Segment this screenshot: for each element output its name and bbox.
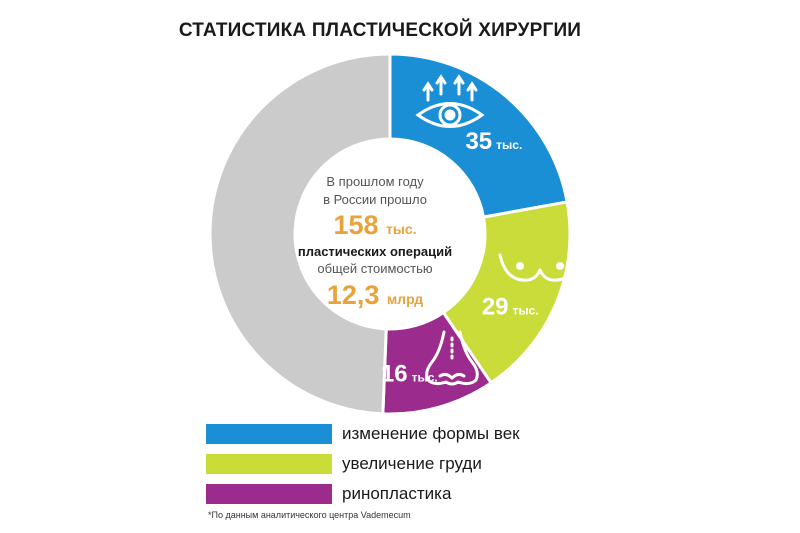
breast-icon [498, 253, 582, 282]
legend-label-eyelid: изменение формы век [342, 424, 520, 443]
center-total-value: 158 [333, 210, 378, 240]
label-rhinoplasty: 16 тыс. [381, 361, 438, 388]
center-line-2: в России прошло [323, 192, 427, 207]
center-line-4: общей стоимостью [317, 261, 433, 276]
legend-swatch-breast [206, 454, 332, 474]
slice-value: 35 [465, 128, 492, 155]
legend-swatch-rhinoplasty [206, 484, 332, 504]
legend-label-rhinoplasty: ринопластика [342, 484, 452, 503]
slice-breast [441, 200, 572, 385]
slice-value: 29 [482, 294, 509, 321]
nose-icon [425, 330, 479, 386]
center-cost-value: 12,3 [327, 280, 380, 310]
legend-item-eyelid: изменение формы век [206, 422, 520, 446]
footnote: *По данным аналитического центра Vademec… [208, 510, 411, 520]
legend-swatch-eyelid [206, 424, 332, 444]
center-cost-unit: млрд [387, 291, 423, 307]
center-total: 158 тыс. [333, 210, 416, 240]
center-total-unit: тыс. [386, 221, 417, 237]
center-cost: 12,3 млрд [327, 280, 423, 310]
slice-unit: тыс. [513, 304, 539, 318]
slice-value: 16 [381, 361, 408, 388]
legend-item-breast: увеличение груди [206, 452, 520, 476]
label-breast: 29 тыс. [482, 294, 539, 321]
center-line-1: В прошлом году [326, 174, 424, 189]
eye-icon [415, 74, 485, 128]
slice-other [208, 52, 392, 416]
legend-item-rhinoplasty: ринопластика [206, 482, 520, 506]
chart-title: СТАТИСТИКА ПЛАСТИЧЕСКОЙ ХИРУРГИИ [178, 20, 582, 41]
slice-unit: тыс. [496, 138, 522, 152]
label-eyelid: 35 тыс. [465, 128, 522, 155]
slice-unit: тыс. [412, 371, 438, 385]
legend: изменение формы век увеличение груди рин… [206, 422, 520, 512]
slice-eyelid [388, 52, 569, 219]
legend-label-breast: увеличение груди [342, 454, 482, 473]
center-line-3: пластических операций [298, 244, 452, 259]
